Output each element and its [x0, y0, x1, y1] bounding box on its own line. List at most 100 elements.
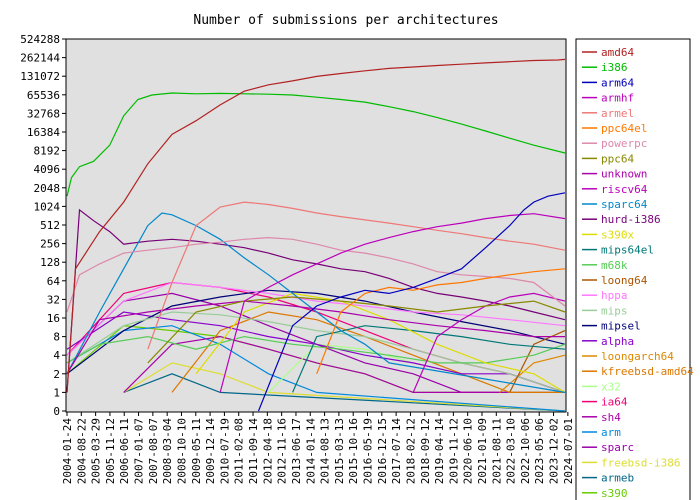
chart-title: Number of submissions per architectures: [193, 13, 498, 28]
series-line-armhf: [219, 213, 566, 393]
y-tick-label: 4: [53, 349, 60, 362]
y-tick-label: 2048: [34, 182, 61, 195]
legend-label-armhf: armhf: [601, 92, 634, 105]
series-line-m68k: [66, 335, 566, 364]
x-tick-label: 2016-12-15: [376, 418, 389, 484]
legend-label-mips: mips: [601, 304, 628, 317]
x-tick-label: 2011-09-14: [247, 418, 260, 485]
series-line-mipsel: [66, 289, 566, 375]
y-tick-label: 0: [53, 405, 60, 418]
x-tick-label: 2015-10-16: [347, 418, 360, 484]
y-tick-label: 1024: [34, 200, 61, 213]
x-axis: 2004-01-24 2004-08-22 2005-03-29 2005-11-12…: [61, 412, 575, 484]
legend-label-riscv64: riscv64: [601, 183, 648, 196]
x-tick-label: 2007-08-07: [147, 418, 160, 484]
x-tick-label: 2009-05-11: [190, 418, 203, 484]
legend-label-sparc64: sparc64: [601, 198, 648, 211]
legend-label-armeb: armeb: [601, 472, 634, 485]
y-tick-label: 512: [40, 219, 60, 232]
series-line-amd64: [66, 58, 566, 393]
y-tick-label: 32768: [27, 107, 60, 120]
series-line-ppc64: [147, 296, 566, 364]
x-tick-label: 2021-08-11: [490, 418, 503, 484]
y-axis: 524288 262144 131072 65536 32768 16384 8192 409…: [20, 33, 66, 418]
series-line-unknown: [66, 300, 565, 375]
legend-items: amd64 i386 arm64 armhf armel ppc64el powerpc pp…: [582, 46, 694, 500]
series-line-sparc64: [66, 212, 566, 393]
series-line-i386: [66, 92, 566, 197]
x-tick-label: 2015-03-13: [333, 418, 346, 484]
x-tick-label: 2004-08-22: [75, 418, 88, 484]
y-tick-label: 64: [47, 275, 61, 288]
series-line-loong64: [509, 330, 566, 393]
x-tick-label: 2014-01-14: [304, 418, 317, 485]
x-tick-label: 2009-12-14: [204, 418, 217, 485]
x-tick-label: 2006-06-11: [118, 418, 131, 484]
y-tick-label: 2: [53, 368, 60, 381]
x-tick-label: 2013-06-17: [290, 418, 303, 484]
legend-label-amd64: amd64: [601, 46, 634, 59]
legend-label-kfreebsd-amd64: kfreebsd-amd64: [601, 365, 694, 378]
x-tick-label: 2018-09-12: [419, 418, 432, 484]
y-tick-label: 524288: [20, 33, 60, 46]
y-tick-label: 65536: [27, 89, 60, 102]
legend-label-hurd-i386: hurd-i386: [601, 213, 661, 226]
legend-label-i386: i386: [601, 61, 628, 74]
series-line-arm64: [257, 192, 566, 412]
legend-label-sparc: sparc: [601, 441, 634, 454]
series-line-powerpc: [66, 236, 566, 313]
series-line-mips: [66, 311, 566, 393]
legend-label-unknown: unknown: [601, 168, 647, 181]
legend-label-freebsd-i386: freebsd-i386: [601, 456, 680, 469]
x-tick-label: 2020-06-10: [462, 418, 475, 484]
x-tick-label: 2004-01-24: [61, 418, 74, 485]
y-tick-label: 262144: [20, 52, 60, 65]
legend-label-loongarch64: loongarch64: [601, 350, 674, 363]
legend-label-armel: armel: [601, 107, 634, 120]
plot-area: [65, 38, 567, 413]
x-tick-label: 2019-11-12: [447, 418, 460, 484]
x-tick-label: 2018-02-12: [404, 418, 417, 484]
y-tick-label: 4096: [34, 163, 61, 176]
x-tick-label: 2024-07-01: [562, 418, 575, 484]
legend-label-mipsel: mipsel: [601, 320, 641, 333]
x-tick-label: 2023-05-06: [533, 418, 546, 484]
legend-label-ia64: ia64: [601, 396, 628, 409]
x-tick-label: 2022-10-06: [519, 418, 532, 484]
y-tick-label: 32: [47, 293, 60, 306]
legend-label-mips64el: mips64el: [601, 244, 654, 257]
series-line-hppa: [66, 281, 566, 356]
x-tick-label: 2023-12-02: [548, 418, 561, 484]
series-line-mips64el: [292, 325, 566, 393]
y-tick-label: 128: [40, 256, 60, 269]
legend-label-ppc64el: ppc64el: [601, 122, 647, 135]
legend-label-m68k: m68k: [601, 259, 628, 272]
x-tick-label: 2012-11-16: [276, 418, 289, 484]
x-tick-label: 2008-10-10: [175, 418, 188, 484]
legend-label-hppa: hppa: [601, 289, 628, 302]
legend-label-s390x: s390x: [601, 228, 634, 241]
legend-label-ppc64: ppc64: [601, 152, 634, 165]
x-tick-label: 2012-04-18: [261, 418, 274, 484]
x-tick-label: 2011-02-08: [233, 418, 246, 484]
legend-label-loong64: loong64: [601, 274, 648, 287]
series-line-sh4: [123, 335, 565, 393]
x-tick-label: 2019-04-14: [433, 418, 446, 485]
x-tick-label: 2022-03-10: [505, 418, 518, 484]
x-tick-label: 2014-08-13: [319, 418, 332, 484]
legend-label-arm: arm: [601, 426, 621, 439]
x-tick-label: 2005-11-12: [104, 418, 117, 484]
y-tick-label: 256: [40, 238, 60, 251]
legend-label-arm64: arm64: [601, 76, 634, 89]
y-tick-label: 16: [47, 312, 60, 325]
x-tick-label: 2017-07-14: [390, 418, 403, 485]
y-tick-label: 16384: [27, 126, 60, 139]
legend-label-sh4: sh4: [601, 411, 621, 424]
y-tick-label: 131072: [20, 70, 60, 83]
series-line-armeb: [123, 373, 566, 412]
series-line-armel: [147, 201, 566, 350]
y-tick-label: 8192: [34, 145, 61, 158]
legend: [575, 38, 691, 500]
series-line-sparc: [66, 292, 565, 393]
